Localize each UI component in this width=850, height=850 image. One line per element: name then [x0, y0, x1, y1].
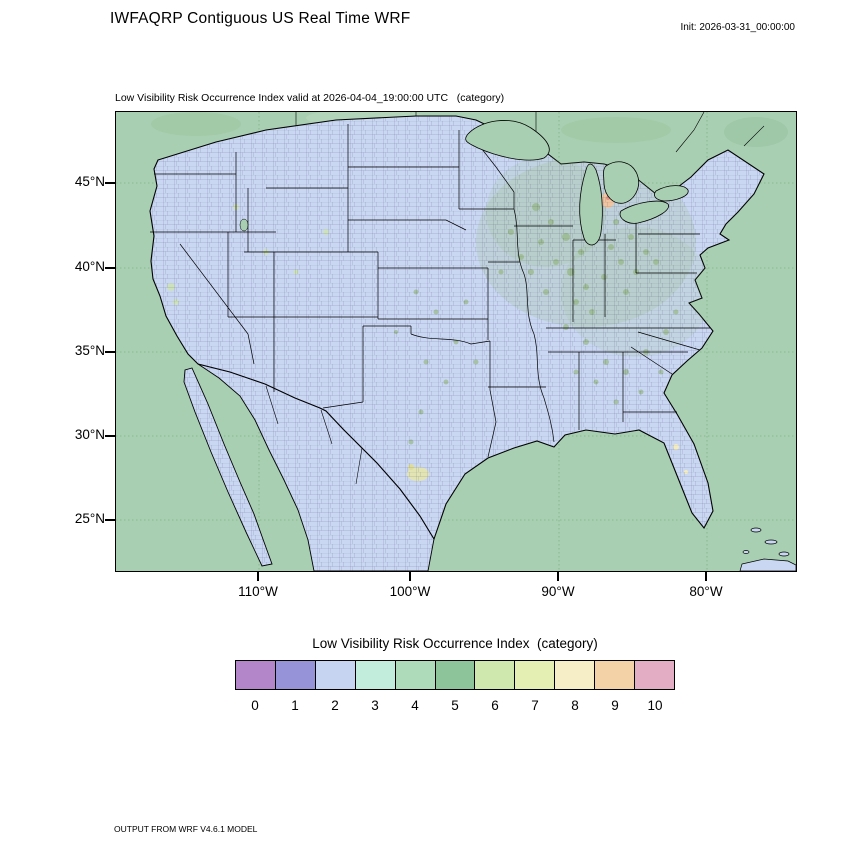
lat-tick [105, 435, 115, 437]
colorbar-cell [434, 660, 476, 690]
colorbar-labels: 0 1 2 3 4 5 6 7 8 9 10 [235, 698, 675, 713]
colorbar-cell [514, 660, 556, 690]
colorbar-cell [314, 660, 356, 690]
lon-tick [557, 572, 559, 581]
init-timestamp: Init: 2026-03-31_00:00:00 [680, 22, 795, 33]
colorbar-label: 7 [531, 698, 539, 713]
colorbar-label: 5 [451, 698, 459, 713]
colorbar-cell [274, 660, 316, 690]
lat-tick [105, 351, 115, 353]
colorbar-cell [354, 660, 396, 690]
lat-label-30n: 30°N [74, 427, 105, 442]
lat-tick [105, 519, 115, 521]
lon-label-110w: 110°W [238, 584, 278, 599]
lon-label-80w: 80°W [689, 584, 723, 599]
colorbar-cell [394, 660, 436, 690]
lat-tick [105, 182, 115, 184]
colorbar-label: 0 [251, 698, 259, 713]
colorbar [235, 660, 675, 690]
colorbar-label: 1 [291, 698, 299, 713]
footer-model-line: OUTPUT FROM WRF V4.6.1 MODEL [114, 824, 258, 834]
colorbar-label: 6 [491, 698, 499, 713]
colorbar-cell [235, 660, 276, 690]
colorbar-label: 4 [411, 698, 419, 713]
colorbar-title: Low Visibility Risk Occurrence Index (ca… [312, 636, 598, 651]
footer-model-info: OUTPUT FROM WRF V4.6.1 MODEL WE = 580 ; … [114, 802, 448, 850]
colorbar-label: 8 [571, 698, 579, 713]
lon-tick [705, 572, 707, 581]
colorbar-label: 2 [331, 698, 339, 713]
colorbar-label: 9 [611, 698, 619, 713]
us-map-canvas [116, 112, 796, 571]
page-title: IWFAQRP Contiguous US Real Time WRF [110, 10, 411, 27]
colorbar-cell [634, 660, 675, 690]
colorbar-label: 10 [647, 698, 663, 713]
lat-label-45n: 45°N [74, 174, 105, 189]
lon-tick [409, 572, 411, 581]
lon-label-100w: 100°W [389, 584, 431, 599]
lon-tick [257, 572, 259, 581]
colorbar-cell [594, 660, 636, 690]
colorbar-cell [474, 660, 516, 690]
plot-subtitle: Low Visibility Risk Occurrence Index val… [115, 92, 505, 104]
lat-label-40n: 40°N [74, 259, 105, 274]
colorbar-cell [554, 660, 596, 690]
map-frame [115, 111, 797, 572]
lat-label-25n: 25°N [74, 511, 105, 526]
lat-tick [105, 267, 115, 269]
colorbar-label: 3 [371, 698, 379, 713]
lon-label-90w: 90°W [541, 584, 575, 599]
lat-label-35n: 35°N [74, 343, 105, 358]
